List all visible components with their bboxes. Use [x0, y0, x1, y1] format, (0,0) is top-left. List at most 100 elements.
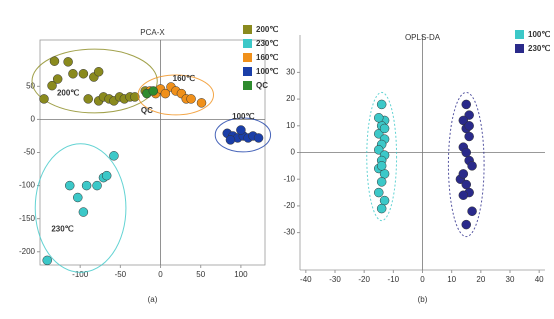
data-point: [160, 88, 171, 99]
y-tick-label: 0: [291, 148, 296, 157]
chart-title: OPLS-DA: [405, 33, 441, 42]
data-point: [461, 219, 471, 230]
data-point: [461, 99, 471, 110]
y-tick-label: -100: [19, 181, 36, 190]
data-point: [374, 187, 384, 198]
data-point: [78, 207, 89, 217]
data-point: [109, 151, 119, 161]
data-point: [461, 147, 471, 158]
annotation: 230℃: [51, 224, 73, 233]
data-point: [64, 180, 75, 191]
legend-label: 100℃: [256, 67, 278, 76]
x-tick-label: 0: [420, 275, 425, 284]
confidence-ellipse: [137, 74, 215, 116]
confidence-ellipse: [214, 117, 272, 153]
data-point: [464, 131, 474, 142]
x-tick-label: -20: [358, 275, 370, 284]
data-point: [376, 203, 387, 214]
confidence-ellipse: [31, 48, 158, 114]
data-point: [130, 92, 140, 102]
x-tick-label: 20: [476, 275, 485, 284]
data-point: [379, 169, 390, 179]
legend-label: 100℃: [528, 30, 550, 39]
y-tick-label: 50: [26, 81, 35, 90]
x-tick-label: -50: [115, 270, 127, 279]
confidence-ellipse: [366, 91, 398, 222]
y-tick-label: 10: [286, 121, 295, 130]
data-point: [92, 180, 102, 191]
y-tick-label: -150: [19, 214, 36, 223]
data-point: [93, 67, 104, 77]
legend-swatch: [243, 67, 252, 76]
confidence-ellipse: [447, 91, 485, 238]
x-tick-label: 0: [158, 270, 163, 279]
x-tick-label: 100: [234, 270, 248, 279]
caption: (b): [418, 295, 428, 304]
chart-title: PCA-X: [140, 28, 165, 37]
legend-label: 160℃: [256, 53, 278, 62]
legend-swatch: [243, 53, 252, 62]
data-point: [73, 192, 83, 203]
x-tick-label: 10: [447, 275, 456, 284]
legend-swatch: [515, 30, 524, 39]
data-point: [196, 98, 207, 108]
data-point: [83, 94, 93, 104]
legend-swatch: [243, 81, 252, 90]
x-tick-label: -10: [388, 275, 400, 284]
data-point: [464, 121, 474, 131]
annotation: 200℃: [57, 89, 79, 98]
y-tick-label: -50: [23, 148, 35, 157]
annotation: 160℃: [173, 74, 195, 83]
data-point: [63, 57, 73, 67]
data-point: [379, 123, 390, 134]
data-point: [101, 170, 112, 181]
data-point: [148, 86, 159, 96]
x-tick-label: 40: [535, 275, 544, 284]
data-point: [52, 74, 63, 84]
x-tick-label: -40: [300, 275, 312, 284]
data-point: [458, 169, 469, 179]
confidence-ellipse: [34, 143, 127, 273]
data-point: [458, 190, 469, 200]
data-point: [467, 206, 477, 216]
x-tick-label: -100: [72, 270, 89, 279]
data-point: [49, 56, 60, 66]
y-tick-label: -20: [283, 201, 295, 210]
data-point: [467, 161, 477, 171]
y-tick-label: -200: [19, 247, 36, 256]
x-tick-label: 30: [506, 275, 515, 284]
legend-swatch: [243, 25, 252, 34]
data-point: [376, 177, 387, 187]
legend-label: 200℃: [256, 25, 278, 34]
y-tick-label: -10: [283, 174, 295, 183]
data-point: [42, 255, 52, 266]
data-point: [78, 69, 89, 79]
annotation: 100℃: [232, 112, 254, 121]
legend-swatch: [515, 44, 524, 53]
data-point: [47, 80, 57, 91]
caption: (a): [148, 295, 158, 304]
data-point: [376, 161, 387, 171]
data-point: [39, 94, 49, 104]
data-point: [225, 135, 236, 145]
legend-swatch: [243, 39, 252, 48]
x-tick-label: -30: [329, 275, 341, 284]
y-tick-label: 30: [286, 67, 295, 76]
data-point: [81, 180, 92, 191]
data-point: [376, 99, 387, 110]
data-point: [68, 69, 78, 79]
y-tick-label: -30: [283, 228, 295, 237]
legend-label: 230℃: [528, 44, 550, 53]
data-point: [379, 195, 390, 206]
data-point: [186, 94, 196, 104]
legend-label: QC: [256, 81, 268, 90]
data-point: [236, 125, 246, 135]
data-point: [253, 133, 264, 143]
y-tick-label: 0: [31, 115, 36, 124]
annotation: QC: [141, 106, 153, 115]
data-point: [374, 113, 384, 123]
legend-label: 230℃: [256, 39, 278, 48]
data-point: [461, 179, 471, 190]
y-tick-label: 20: [286, 94, 295, 103]
